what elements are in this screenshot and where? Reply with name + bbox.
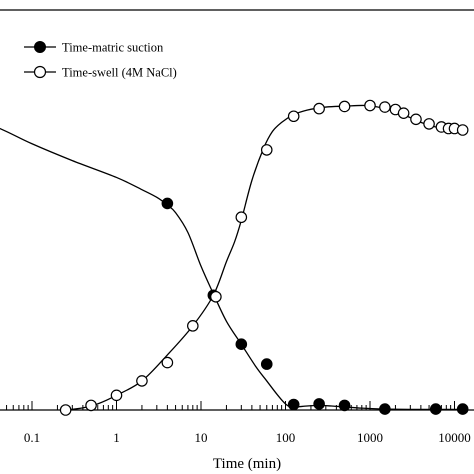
data-point-swell (397, 107, 410, 119)
data-point-swell (110, 389, 123, 402)
legend-marker-filled-circle (34, 41, 46, 53)
data-point-swell (287, 110, 300, 123)
data-point-swell (410, 113, 422, 126)
data-point-matric-suction (429, 403, 442, 415)
legend-label-matric-suction: Time-matric suction (62, 41, 164, 55)
legend: Time-matric suction Time-swell (4M NaCl) (24, 41, 177, 80)
legend-label-swell: Time-swell (4M NaCl) (62, 66, 177, 80)
series-layer (0, 99, 469, 416)
data-point-matric-suction (260, 358, 273, 370)
x-tick-label: 10 (195, 430, 208, 445)
data-point-swell (313, 102, 325, 115)
data-point-swell (379, 101, 391, 113)
data-point-swell (210, 290, 222, 303)
data-point-swell (260, 144, 273, 156)
data-point-swell (59, 404, 72, 416)
data-point-swell (456, 124, 469, 136)
data-point-swell (187, 320, 199, 332)
data-point-swell (161, 356, 174, 369)
x-tick-label: 10000 (438, 430, 471, 445)
data-point-matric-suction (338, 399, 351, 412)
legend-marker-open-circle (33, 65, 47, 79)
x-tick-label: 0.1 (24, 430, 40, 445)
data-point-swell (338, 100, 351, 113)
x-axis-tick-labels: 0.1 1 10 100 1000 10000 (24, 430, 471, 445)
data-point-matric-suction (287, 398, 300, 411)
x-tick-label: 1000 (357, 430, 383, 445)
x-tick-label: 1 (113, 430, 120, 445)
x-axis-title: Time (min) (213, 456, 281, 472)
data-point-swell (364, 99, 376, 112)
data-point-swell (235, 211, 248, 224)
x-tick-label: 100 (276, 430, 296, 445)
data-point-matric-suction (161, 197, 174, 210)
data-point-swell (423, 118, 435, 130)
data-point-swell (136, 375, 148, 387)
data-point-matric-suction (379, 403, 391, 415)
series-line-matric-suction (0, 127, 467, 411)
data-point-matric-suction (456, 403, 469, 415)
data-point-matric-suction (313, 398, 325, 410)
data-point-swell (85, 399, 97, 412)
data-point-matric-suction (235, 338, 248, 351)
